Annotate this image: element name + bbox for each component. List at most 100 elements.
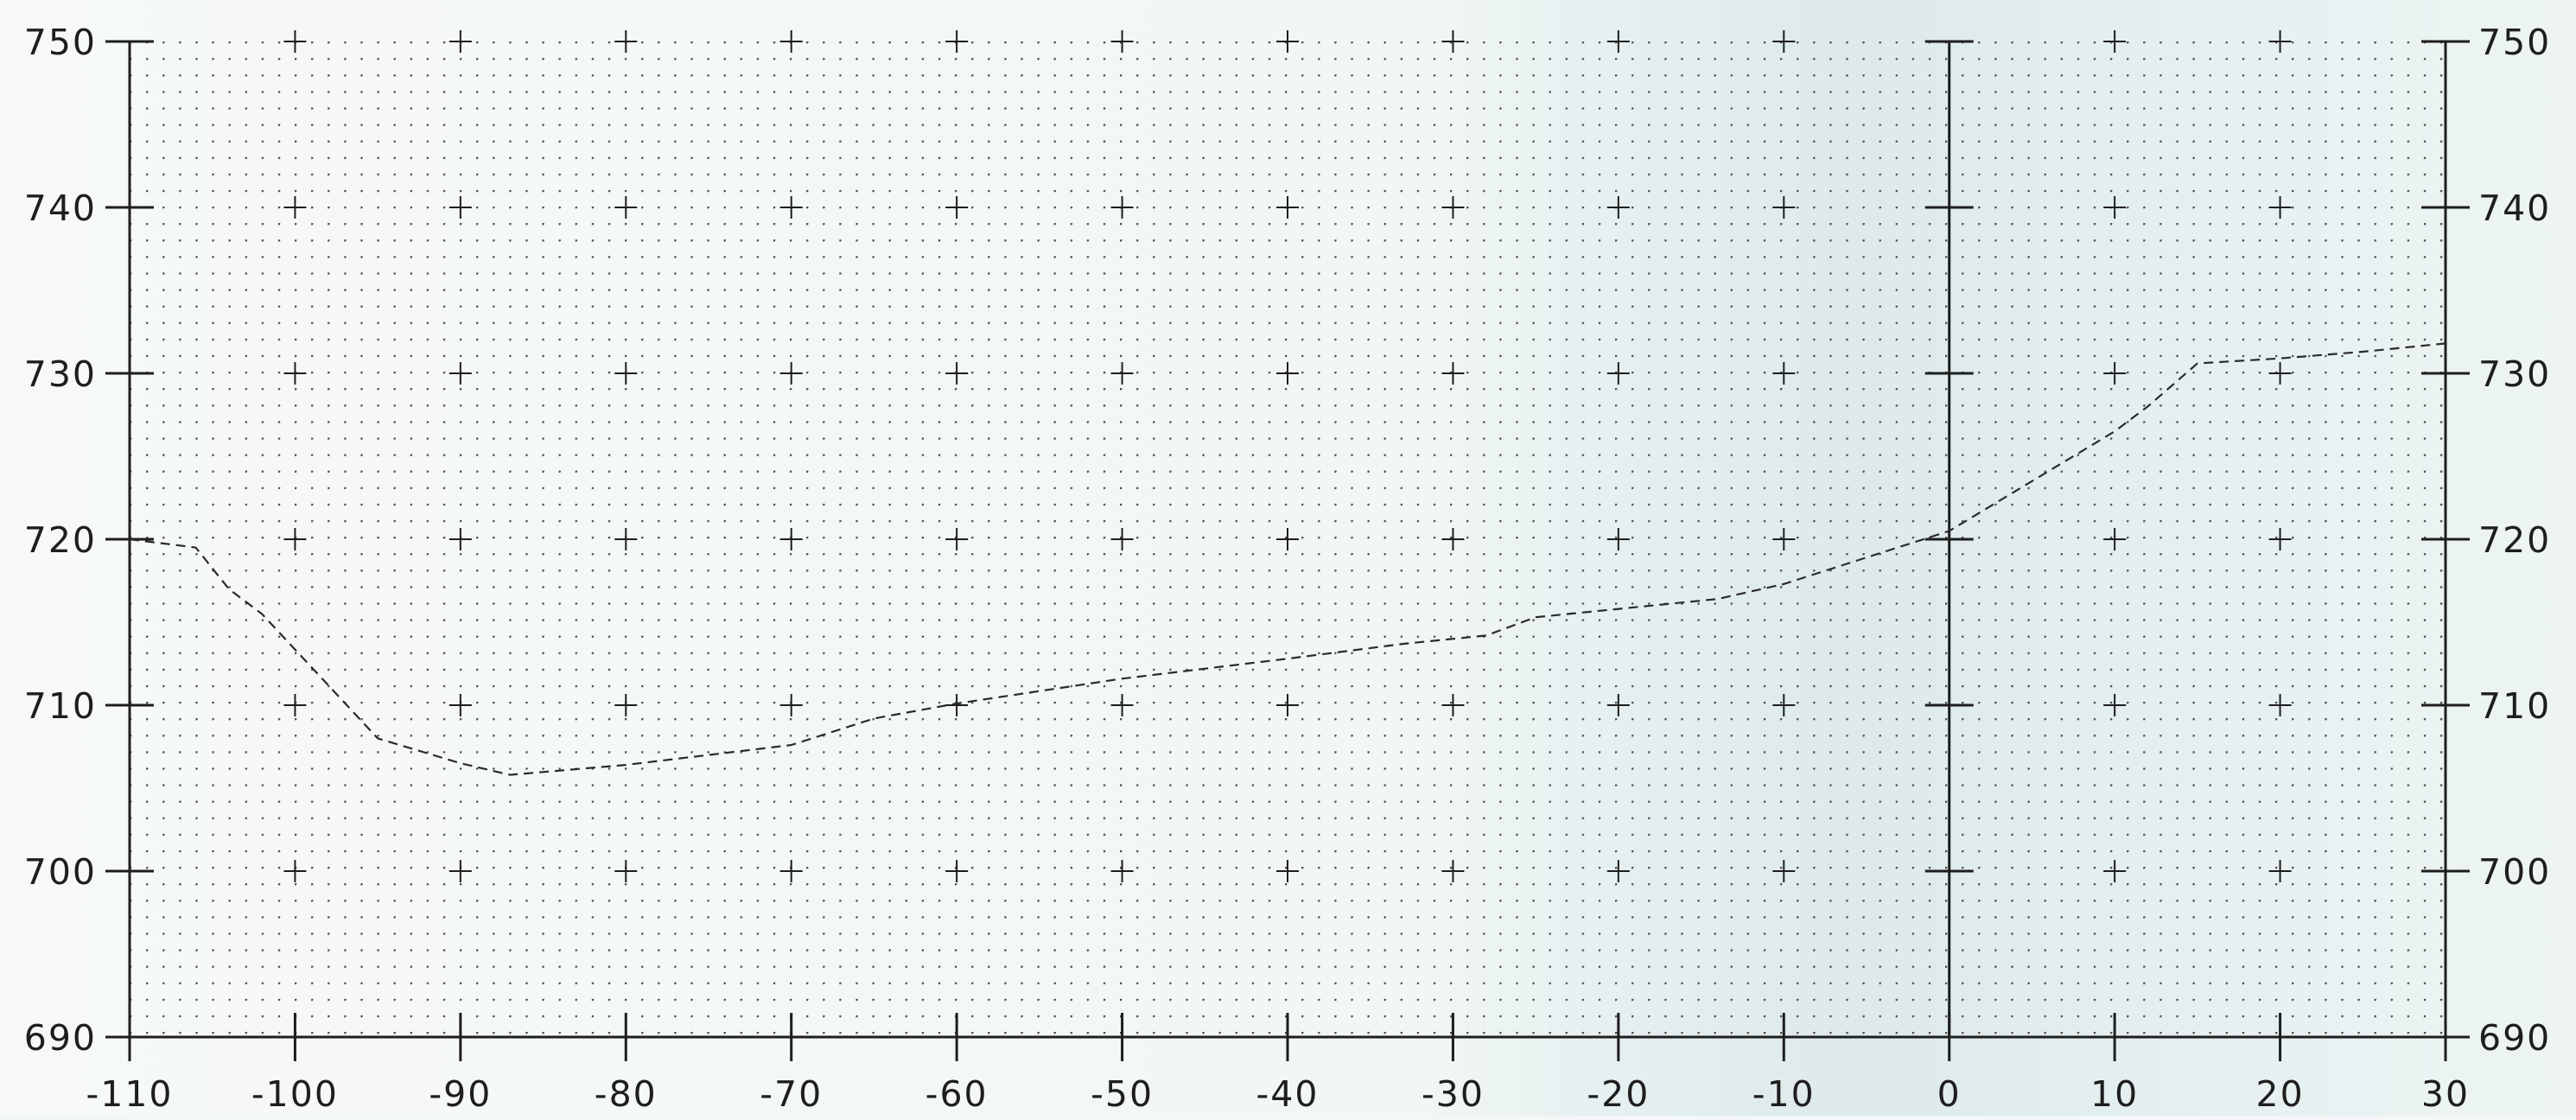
grid-cross-marker [945, 860, 969, 882]
y-tick-label-left: 740 [24, 188, 97, 229]
x-tick-label: -110 [86, 1073, 173, 1115]
grid-cross-marker [945, 196, 969, 219]
grid-cross-marker [1441, 362, 1465, 385]
grid-layer [130, 30, 2446, 1037]
grid-cross-marker [2103, 30, 2127, 53]
y-tick-label-left: 720 [24, 519, 97, 561]
grid-cross-marker [1276, 860, 1299, 882]
grid-cross-marker [1606, 860, 1630, 882]
grid-cross-marker [1110, 860, 1134, 882]
grid-cross-marker [2103, 528, 2127, 550]
grid-cross-marker [779, 694, 803, 716]
x-tick-label: -70 [760, 1073, 823, 1115]
grid-cross-marker [1276, 362, 1299, 385]
grid-cross-marker [2268, 30, 2292, 53]
grid-cross-marker [1772, 694, 1796, 716]
grid-cross-marker [1276, 694, 1299, 716]
grid-cross-marker [945, 528, 969, 550]
grid-cross-marker [614, 694, 638, 716]
grid-cross-marker [945, 694, 969, 716]
series-layer [129, 342, 2446, 776]
y-tick-label-left: 710 [24, 685, 97, 727]
grid-cross-marker [1110, 694, 1134, 716]
grid-cross-marker [614, 30, 638, 53]
x-tick-label: -10 [1752, 1073, 1816, 1115]
grid-cross-marker [1772, 196, 1796, 219]
grid-cross-marker [1772, 528, 1796, 550]
grid-cross-marker [779, 362, 803, 385]
grid-cross-marker [2268, 860, 2292, 882]
grid-cross-marker [448, 694, 472, 716]
grid-cross-marker [283, 528, 307, 550]
grid-cross-marker [448, 528, 472, 550]
grid-cross-marker [2103, 860, 2127, 882]
y-tick-label-right: 730 [2478, 353, 2551, 395]
y-tick-label-right: 750 [2478, 22, 2551, 63]
grid-cross-marker [2268, 362, 2292, 385]
x-tick-label: -40 [1256, 1073, 1320, 1115]
grid-cross-marker [283, 860, 307, 882]
profile-series-line [129, 342, 2446, 776]
grid-cross-marker [1276, 30, 1299, 53]
grid-cross-marker [283, 362, 307, 385]
y-tick-label-right: 740 [2478, 188, 2551, 229]
grid-cross-marker [1110, 196, 1134, 219]
x-tick-label: -90 [429, 1073, 492, 1115]
grid-cross-marker [1772, 362, 1796, 385]
y-tick-label-left: 690 [24, 1017, 97, 1059]
grid-cross-marker [614, 196, 638, 219]
y-tick-label-right: 720 [2478, 519, 2551, 561]
grid-cross-marker [1606, 694, 1630, 716]
x-tick-label: 10 [2090, 1073, 2139, 1115]
grid-cross-marker [1441, 694, 1465, 716]
grid-cross-marker [1606, 30, 1630, 53]
grid-cross-marker [448, 362, 472, 385]
x-tick-label: -100 [251, 1073, 339, 1115]
grid-cross-marker [779, 196, 803, 219]
grid-cross-marker [2268, 528, 2292, 550]
tick-labels-layer: 690 690 700 700 710 710 720 720 730 730 740 740 750 7… [24, 22, 2551, 1115]
grid-cross-marker [614, 860, 638, 882]
grid-cross-marker [1606, 528, 1630, 550]
grid-cross-marker [1110, 30, 1134, 53]
x-tick-label: 20 [2255, 1073, 2304, 1115]
grid-cross-marker [1276, 528, 1299, 550]
x-tick-label: -60 [925, 1073, 989, 1115]
grid-cross-marker [945, 362, 969, 385]
grid-cross-marker [1606, 196, 1630, 219]
x-tick-label: 0 [1937, 1073, 1962, 1115]
grid-cross-marker [448, 30, 472, 53]
x-tick-label: -20 [1587, 1073, 1650, 1115]
y-tick-label-right: 710 [2478, 685, 2551, 727]
x-tick-label: -30 [1422, 1073, 1485, 1115]
y-tick-label-right: 700 [2478, 851, 2551, 893]
grid-cross-marker [1276, 196, 1299, 219]
grid-cross-marker [1441, 528, 1465, 550]
x-tick-label: -50 [1091, 1073, 1154, 1115]
x-tick-label: -80 [595, 1073, 658, 1115]
grid-cross-marker [779, 30, 803, 53]
grid-cross-marker [1110, 362, 1134, 385]
grid-cross-marker [2268, 694, 2292, 716]
grid-cross-marker [283, 694, 307, 716]
grid-cross-marker [779, 860, 803, 882]
grid-cross-marker [2103, 362, 2127, 385]
grid-cross-marker [779, 528, 803, 550]
grid-cross-marker [2268, 196, 2292, 219]
grid-cross-marker [1772, 860, 1796, 882]
grid-cross-marker [448, 196, 472, 219]
y-tick-label-left: 730 [24, 353, 97, 395]
grid-cross-marker [614, 528, 638, 550]
y-tick-label-left: 700 [24, 851, 97, 893]
grid-cross-marker [283, 196, 307, 219]
y-tick-label-left: 750 [24, 22, 97, 63]
grid-cross-marker [283, 30, 307, 53]
grid-cross-marker [1441, 860, 1465, 882]
grid-cross-marker [945, 30, 969, 53]
grid-cross-marker [2103, 196, 2127, 219]
grid-cross-marker [614, 362, 638, 385]
grid-cross-marker [2103, 694, 2127, 716]
grid-cross-marker [1110, 528, 1134, 550]
x-tick-label: 30 [2421, 1073, 2470, 1115]
